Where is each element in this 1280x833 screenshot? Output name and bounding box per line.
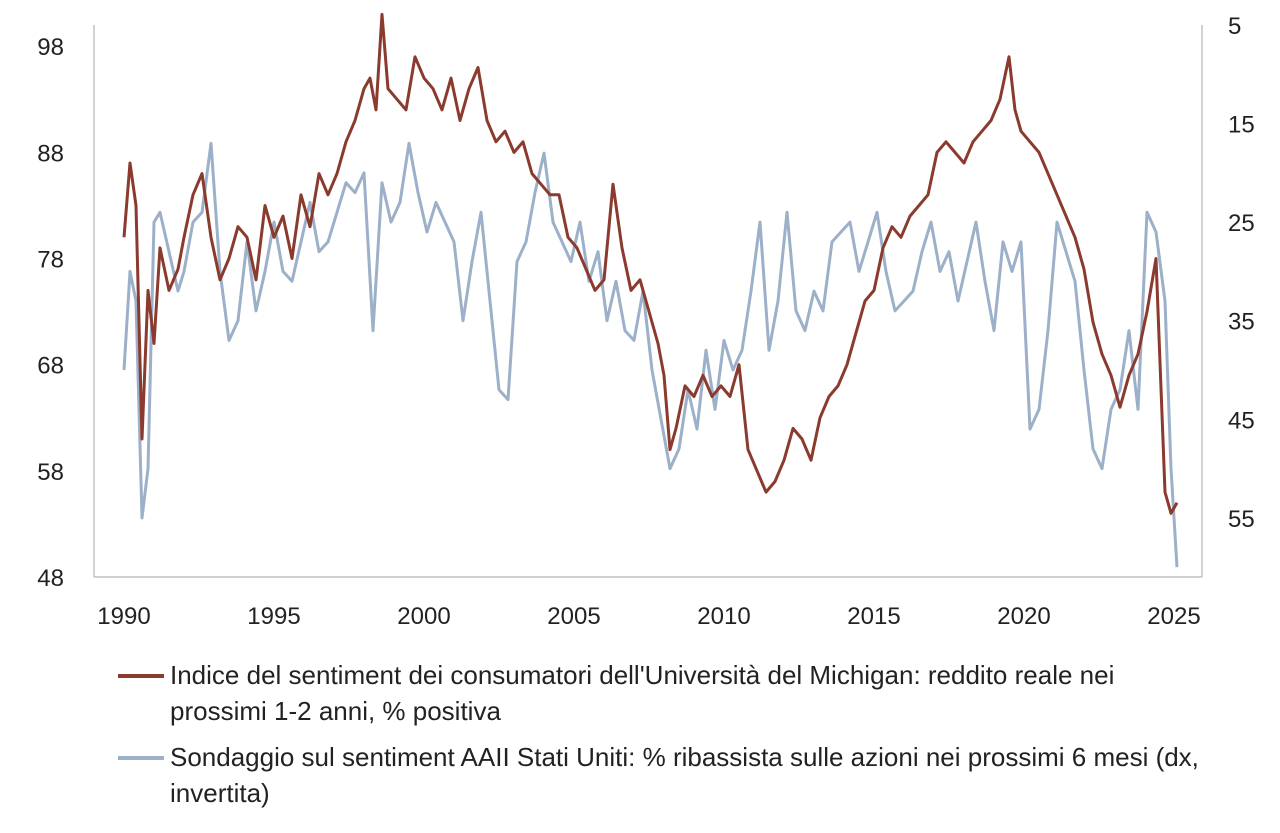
legend: Indice del sentiment dei consumatori del…	[118, 657, 1218, 821]
y-left-tick-label: 48	[37, 565, 64, 592]
y-right-tick-label: 45	[1228, 407, 1255, 434]
series-line-aaii	[122, 141, 1179, 568]
series-line-michigan	[122, 12, 1179, 515]
legend-item-aaii: Sondaggio sul sentiment AAII Stati Uniti…	[118, 739, 1218, 811]
y-left-tick-label: 78	[37, 247, 64, 274]
legend-item-michigan: Indice del sentiment dei consumatori del…	[118, 657, 1218, 729]
legend-swatch-michigan	[118, 674, 164, 678]
y-left-tick-label: 58	[37, 459, 64, 486]
x-tick-label: 2010	[697, 603, 750, 630]
legend-label-michigan: Indice del sentiment dei consumatori del…	[170, 660, 1115, 726]
legend-label-aaii: Sondaggio sul sentiment AAII Stati Uniti…	[170, 742, 1199, 808]
y-left-tick-label: 88	[37, 140, 64, 167]
y-right-tick-label: 55	[1228, 506, 1255, 533]
y-axis-left-ticks: 98 88 78 68 58 48	[37, 34, 64, 592]
x-tick-label: 2005	[547, 603, 600, 630]
x-tick-label: 2015	[847, 603, 900, 630]
y-right-tick-label: 5	[1228, 13, 1241, 40]
x-tick-label: 1990	[97, 603, 150, 630]
y-right-tick-label: 25	[1228, 210, 1255, 237]
y-right-tick-label: 15	[1228, 112, 1255, 139]
y-left-tick-label: 98	[37, 34, 64, 61]
x-tick-label: 2000	[397, 603, 450, 630]
legend-swatch-aaii	[118, 756, 164, 760]
y-left-tick-label: 68	[37, 353, 64, 380]
x-tick-label: 1995	[247, 603, 300, 630]
x-axis-ticks: 1990 1995 2000 2005 2010 2015 2020 2025	[97, 603, 1200, 630]
x-tick-label: 2025	[1147, 603, 1200, 630]
x-tick-label: 2020	[997, 603, 1050, 630]
y-right-tick-label: 35	[1228, 309, 1255, 336]
y-axis-right-ticks: 5 15 25 35 45 55	[1228, 13, 1255, 533]
chart: 98 88 78 68 58 48 5 15 25 35 45 55 1990 1995 2000 200…	[37, 12, 1255, 630]
series-layer	[122, 12, 1179, 568]
